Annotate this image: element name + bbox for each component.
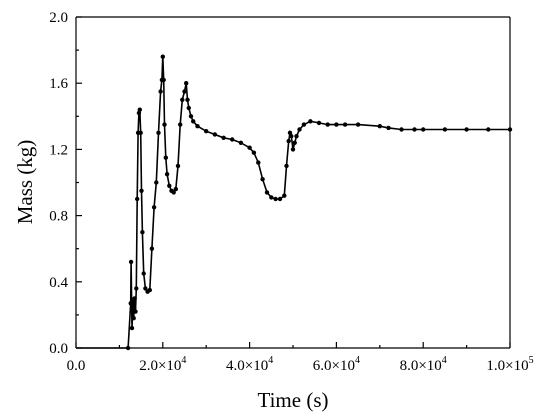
data-point xyxy=(132,296,137,301)
data-point xyxy=(284,163,289,169)
data-point xyxy=(273,196,278,202)
data-point xyxy=(297,127,302,132)
data-point xyxy=(140,230,145,235)
data-point xyxy=(316,120,322,126)
data-point xyxy=(230,137,235,142)
data-point xyxy=(167,183,172,188)
data-point xyxy=(162,122,167,127)
data-point xyxy=(412,127,417,132)
data-point xyxy=(308,119,313,124)
series-layer xyxy=(76,54,513,351)
y-tick-label: 0.0 xyxy=(49,341,68,357)
data-point xyxy=(180,97,185,103)
data-point xyxy=(131,316,136,321)
data-point xyxy=(292,140,297,145)
data-point xyxy=(251,150,257,155)
data-point xyxy=(171,190,176,195)
data-point xyxy=(464,127,469,132)
data-point xyxy=(135,196,140,202)
data-point xyxy=(221,135,226,140)
data-point xyxy=(182,89,187,94)
x-tick-label: 0.0 xyxy=(67,358,86,374)
data-point xyxy=(158,89,163,94)
data-point xyxy=(178,122,183,127)
data-point xyxy=(136,110,142,116)
data-point xyxy=(507,127,513,132)
data-point xyxy=(125,345,131,351)
data-point xyxy=(204,129,209,134)
y-tick-label: 1.2 xyxy=(49,142,68,158)
data-point xyxy=(154,180,159,185)
y-tick-label: 1.6 xyxy=(49,76,68,92)
x-axis-title: Time (s) xyxy=(258,388,329,412)
data-point xyxy=(287,130,293,135)
data-point xyxy=(301,122,307,127)
data-point xyxy=(269,195,274,200)
data-point xyxy=(147,287,152,293)
x-tick-label: 2.0×104 xyxy=(139,355,186,374)
data-point xyxy=(175,163,181,169)
data-point xyxy=(129,325,135,331)
data-point xyxy=(377,124,382,129)
data-point xyxy=(342,122,348,127)
data-point xyxy=(138,130,143,135)
data-point xyxy=(290,147,296,152)
data-point xyxy=(277,196,283,202)
data-point xyxy=(325,122,330,127)
data-point xyxy=(386,125,391,131)
data-point xyxy=(161,77,166,83)
data-point xyxy=(186,105,191,111)
data-point xyxy=(185,97,190,103)
data-point xyxy=(173,186,178,192)
data-point xyxy=(133,309,138,314)
data-point xyxy=(128,259,134,265)
x-tick-label: 1.0×105 xyxy=(486,355,533,374)
data-point xyxy=(156,130,161,135)
data-point xyxy=(134,286,139,291)
data-point xyxy=(247,145,252,150)
data-point xyxy=(164,172,170,177)
data-point xyxy=(442,127,448,132)
y-tick-label: 2.0 xyxy=(49,10,68,26)
data-point xyxy=(334,122,339,127)
series-line xyxy=(76,56,510,349)
y-axis-title: Mass (kg) xyxy=(13,140,37,225)
data-point xyxy=(188,114,194,119)
data-point xyxy=(238,140,244,145)
data-point xyxy=(282,193,287,198)
data-point xyxy=(149,246,155,251)
data-point xyxy=(260,177,265,182)
data-point xyxy=(163,155,168,160)
tick-labels: 0.0 2.0×104 4.0×104 6.0×104 8.0×104 1.0×105 0.… xyxy=(49,10,533,374)
data-point xyxy=(294,134,299,139)
data-point xyxy=(137,107,142,112)
data-point xyxy=(160,54,165,59)
data-point xyxy=(195,124,200,129)
data-point xyxy=(141,271,146,276)
data-point xyxy=(151,205,157,210)
x-tick-label: 6.0×104 xyxy=(313,355,360,374)
data-point xyxy=(143,286,148,291)
x-tick-label: 8.0×104 xyxy=(400,355,447,374)
y-tick-label: 0.8 xyxy=(49,209,68,225)
data-point xyxy=(256,160,261,165)
data-point xyxy=(191,119,196,124)
data-point xyxy=(355,122,361,127)
data-point xyxy=(139,188,144,193)
data-point xyxy=(212,132,218,137)
data-point xyxy=(399,127,404,132)
data-point xyxy=(128,301,133,306)
x-tick-label: 4.0×104 xyxy=(226,355,273,374)
data-point xyxy=(184,81,189,86)
data-point xyxy=(289,134,294,139)
data-point xyxy=(264,190,270,195)
data-point xyxy=(421,127,426,132)
y-tick-label: 0.4 xyxy=(49,275,68,291)
data-point xyxy=(286,138,291,144)
data-point xyxy=(486,127,491,132)
